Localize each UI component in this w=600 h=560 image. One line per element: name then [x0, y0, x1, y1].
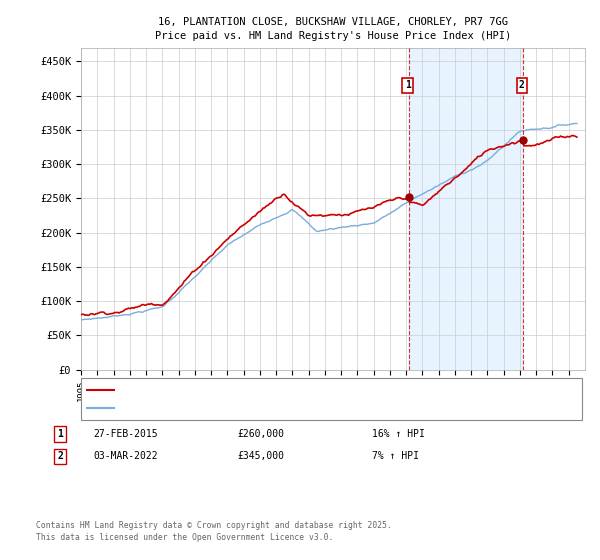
Text: £345,000: £345,000 — [237, 451, 284, 461]
Text: 1: 1 — [57, 429, 63, 439]
Bar — [409, 48, 523, 370]
Text: Contains HM Land Registry data © Crown copyright and database right 2025.
This d: Contains HM Land Registry data © Crown c… — [36, 521, 392, 542]
Text: 03-MAR-2022: 03-MAR-2022 — [93, 451, 158, 461]
Text: 1: 1 — [405, 80, 411, 90]
Text: 16, PLANTATION CLOSE, BUCKSHAW VILLAGE, CHORLEY, PR7 7GG (detached house): 16, PLANTATION CLOSE, BUCKSHAW VILLAGE, … — [120, 386, 512, 395]
Text: 27-FEB-2015: 27-FEB-2015 — [93, 429, 158, 439]
Text: £260,000: £260,000 — [237, 429, 284, 439]
Title: 16, PLANTATION CLOSE, BUCKSHAW VILLAGE, CHORLEY, PR7 7GG
Price paid vs. HM Land : 16, PLANTATION CLOSE, BUCKSHAW VILLAGE, … — [155, 17, 511, 41]
Text: 2: 2 — [519, 80, 525, 90]
Text: 2: 2 — [57, 451, 63, 461]
Text: 16% ↑ HPI: 16% ↑ HPI — [372, 429, 425, 439]
Text: 7% ↑ HPI: 7% ↑ HPI — [372, 451, 419, 461]
Text: HPI: Average price, detached house, Chorley: HPI: Average price, detached house, Chor… — [120, 403, 351, 412]
